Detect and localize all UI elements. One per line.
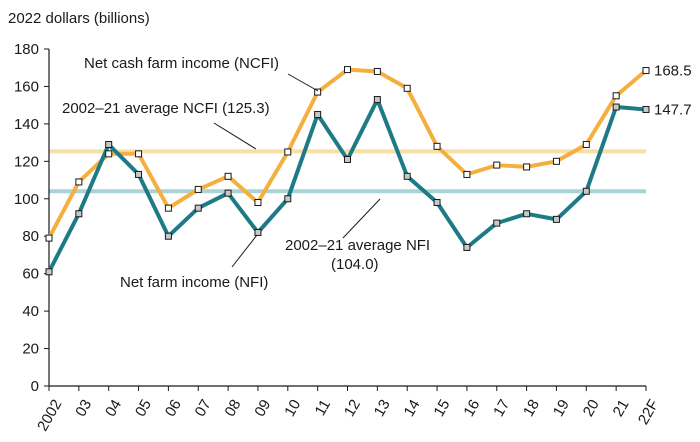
y-tick-label: 20 <box>22 341 39 358</box>
data-point-ncfi <box>164 204 172 212</box>
data-point-ncfi <box>254 199 262 207</box>
data-point-ncfi <box>612 92 620 100</box>
y-tick-label: 60 <box>22 266 39 283</box>
nfi-label-leader <box>231 234 258 268</box>
data-point-nfi <box>135 170 143 178</box>
y-tick-label: 160 <box>14 78 39 95</box>
ncfi-average-label: 2002–21 average NCFI (125.3) <box>62 100 270 117</box>
x-tick-label: 08 <box>222 397 245 420</box>
x-tick-label: 13 <box>371 397 394 420</box>
data-point-nfi <box>493 219 501 227</box>
end-label-nfi: 147.7 <box>654 101 692 118</box>
data-point-nfi <box>284 195 292 203</box>
x-tick-label: 16 <box>460 397 483 420</box>
x-tick-label: 07 <box>192 397 215 420</box>
data-point-ncfi <box>493 161 501 169</box>
data-point-ncfi <box>45 234 53 242</box>
annotations: Net cash farm income (NCFI) 2002–21 aver… <box>62 55 430 291</box>
data-point-nfi <box>642 105 650 113</box>
x-tick-label: 04 <box>102 397 125 420</box>
data-point-nfi <box>403 172 411 180</box>
data-point-nfi <box>344 155 351 163</box>
data-point-nfi <box>194 204 202 212</box>
data-point-nfi <box>373 96 381 104</box>
ncfi-label-leader <box>287 73 319 92</box>
x-tick-label: 21 <box>610 397 633 420</box>
y-tick-label: 40 <box>22 303 39 320</box>
x-tick-label: 05 <box>132 397 155 420</box>
x-tick-label: 09 <box>251 397 274 420</box>
data-point-ncfi <box>135 150 143 158</box>
x-tick-label: 18 <box>520 397 543 420</box>
data-point-nfi <box>582 187 590 195</box>
ncfi-average-leader <box>213 122 257 150</box>
nfi-series-label: Net farm income (NFI) <box>120 274 268 291</box>
data-point-ncfi <box>582 140 590 148</box>
x-tick-label: 11 <box>312 397 335 419</box>
data-point-nfi <box>75 210 83 218</box>
x-tick-label: 06 <box>162 397 185 420</box>
data-point-nfi <box>463 243 471 251</box>
x-tick-label: 12 <box>341 397 364 420</box>
data-point-ncfi <box>403 84 411 92</box>
data-point-ncfi <box>463 170 471 178</box>
data-point-ncfi <box>373 67 381 75</box>
data-point-ncfi <box>75 178 83 186</box>
data-point-ncfi <box>224 172 232 180</box>
x-tick-label: 15 <box>430 397 453 420</box>
y-tick-label: 80 <box>22 228 39 245</box>
data-point-ncfi <box>105 150 113 158</box>
y-tick-label: 100 <box>14 191 39 208</box>
x-tick-label: 22F <box>635 397 663 428</box>
data-point-nfi <box>612 103 620 111</box>
data-point-ncfi <box>642 67 650 75</box>
x-tick-label: 2002 <box>34 397 65 434</box>
x-tick-label: 20 <box>580 397 603 420</box>
ncfi-series-label: Net cash farm income (NCFI) <box>84 55 279 72</box>
series-markers <box>45 66 650 276</box>
data-point-nfi <box>314 111 322 119</box>
data-point-nfi <box>433 199 441 207</box>
data-point-ncfi <box>523 163 531 171</box>
nfi-average-label-line2: (104.0) <box>331 256 379 273</box>
data-point-ncfi <box>314 88 322 96</box>
data-point-nfi <box>164 232 172 240</box>
y-tick-label: 0 <box>31 378 39 395</box>
x-tick-label: 17 <box>490 397 513 420</box>
data-point-nfi <box>105 140 113 148</box>
data-point-ncfi <box>344 66 351 74</box>
data-point-ncfi <box>433 142 441 150</box>
x-tick-label: 10 <box>281 397 304 420</box>
data-point-ncfi <box>284 148 292 156</box>
y-tick-label: 140 <box>14 116 39 133</box>
y-tick-label: 180 <box>14 41 39 58</box>
nfi-average-label-line1: 2002–21 average NFI <box>285 237 430 254</box>
end-label-ncfi: 168.5 <box>654 63 692 80</box>
end-value-labels: 168.5 147.7 <box>654 63 692 119</box>
data-point-nfi <box>523 210 531 218</box>
data-point-ncfi <box>194 185 202 193</box>
x-tick-label: 03 <box>72 397 95 420</box>
nfi-average-leader <box>342 198 381 239</box>
y-axis-label: 2022 dollars (billions) <box>8 10 150 27</box>
y-tick-label: 120 <box>14 153 39 170</box>
data-point-nfi <box>224 189 232 197</box>
x-tick-label: 14 <box>401 397 424 420</box>
x-tick-label: 19 <box>550 397 573 420</box>
data-point-ncfi <box>552 157 560 165</box>
data-point-nfi <box>254 228 262 236</box>
data-point-nfi <box>552 215 560 223</box>
data-point-nfi <box>45 268 53 276</box>
